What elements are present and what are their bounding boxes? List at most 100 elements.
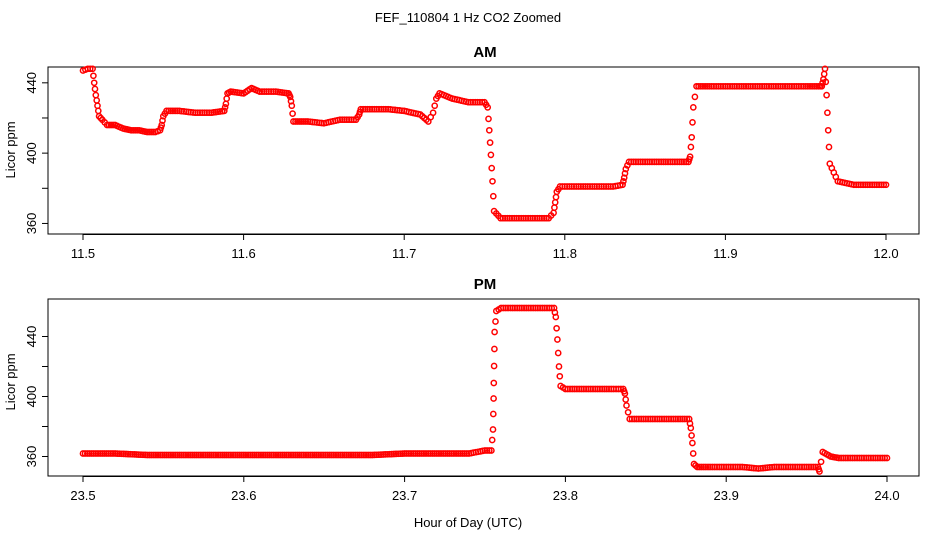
am-y-tick-label: 440 [24, 72, 39, 94]
am-data-point [220, 107, 228, 115]
pm-data-point [251, 451, 258, 459]
pm-data-point [246, 451, 254, 459]
am-x-tick-label: 11.9 [713, 246, 737, 261]
pm-data-point [553, 324, 560, 332]
pm-data-point [407, 450, 415, 457]
figure-title: FEF_110804 1 Hz CO2 Zoomed [375, 10, 561, 25]
am-data-point [551, 204, 558, 211]
am-data-point [825, 143, 833, 151]
pm-data-point [422, 450, 430, 457]
pm-x-tick-label: 23.5 [70, 488, 95, 503]
am-y-tick-label: 400 [24, 142, 39, 164]
am-data-point [489, 192, 497, 200]
pm-data-point [173, 451, 181, 459]
pm-x-axis: 23.5 23.6 23.7 23.8 23.9 24.0 [70, 476, 900, 503]
pm-data-point [354, 451, 361, 459]
pm-data-point [698, 463, 705, 471]
pm-data-point [105, 450, 113, 457]
am-data-point [89, 65, 96, 73]
am-data-point [429, 109, 437, 117]
pm-data-point [456, 450, 464, 457]
pm-data-point [490, 379, 498, 387]
pm-data-point [362, 451, 370, 459]
am-plot-frame [47, 66, 920, 235]
am-data-point [486, 139, 494, 146]
am-data-point [687, 143, 695, 151]
am-data-point [543, 214, 550, 222]
pm-data-point [683, 415, 691, 423]
pm-data-point [315, 451, 323, 459]
pm-data-point [334, 451, 342, 459]
am-data-point [620, 174, 628, 182]
am-data-point [92, 91, 100, 99]
am-data-point [205, 109, 213, 117]
pm-data-point [489, 410, 497, 418]
pm-x-tick-label: 24.0 [874, 488, 899, 503]
pm-panel-title: PM [474, 276, 497, 293]
pm-data-point [702, 463, 710, 471]
am-x-tick-label: 11.8 [553, 246, 577, 261]
am-data-point [624, 162, 631, 169]
pm-data-point [450, 450, 458, 457]
am-data-point [489, 177, 496, 185]
pm-data-point [490, 362, 498, 370]
pm-data-point [491, 345, 498, 353]
am-data-point [487, 151, 495, 159]
am-data-point [699, 82, 707, 90]
pm-plot-frame [47, 298, 920, 477]
pm-data-point [178, 451, 185, 459]
pm-data-point [266, 451, 273, 459]
am-data-point [819, 79, 826, 87]
pm-data-point [881, 454, 889, 462]
pm-data-point [236, 451, 243, 459]
pm-x-tick-label: 23.9 [714, 488, 739, 503]
am-data-point [822, 78, 830, 86]
pm-data-point [490, 395, 497, 402]
pm-data-point [154, 451, 162, 459]
am-x-tick-label: 12.0 [873, 246, 898, 261]
pm-data-point [193, 451, 200, 459]
pm-data-point [86, 450, 93, 457]
am-x-tick-label: 11.5 [71, 246, 95, 261]
am-data-point [484, 104, 492, 111]
pm-y-tick-label: 360 [24, 446, 39, 468]
pm-data-point [101, 450, 108, 457]
pm-data-point [446, 450, 453, 457]
am-data-point [804, 82, 812, 90]
am-x-axis: 11.5 11.6 11.7 11.8 11.9 12.0 [71, 234, 899, 261]
am-data-point [223, 95, 231, 102]
pm-data-point [242, 451, 250, 459]
am-data-point [823, 91, 830, 99]
pm-data-point [324, 451, 331, 459]
am-data-point [824, 126, 832, 134]
pm-data-point [304, 451, 312, 459]
pm-x-tick-label: 23.7 [392, 488, 417, 503]
pm-data-point [261, 451, 269, 459]
pm-data-point [169, 451, 177, 459]
pm-y-axis: 360 400 440 [24, 326, 48, 468]
pm-data-point [461, 450, 468, 457]
pm-data-point [437, 450, 445, 457]
pm-data-point [548, 304, 556, 312]
pm-data-point [426, 450, 434, 457]
pm-data-point [349, 451, 357, 459]
pm-data-point [688, 432, 695, 439]
am-data-points [79, 65, 890, 222]
pm-data-point [817, 458, 825, 466]
am-data-point [818, 82, 826, 90]
pm-data-point [624, 408, 632, 416]
am-data-point [289, 110, 296, 117]
pm-data-point [343, 451, 351, 459]
am-data-point [93, 97, 101, 104]
pm-data-point [300, 451, 308, 459]
pm-data-point [270, 451, 278, 459]
am-data-point [90, 79, 98, 87]
am-data-point [169, 107, 177, 115]
pm-data-point [309, 451, 316, 459]
am-data-point [820, 70, 828, 78]
am-data-point [808, 82, 816, 90]
am-data-point [686, 153, 694, 161]
am-x-tick-label: 11.6 [231, 246, 255, 261]
pm-y-tick-label: 400 [24, 386, 39, 408]
